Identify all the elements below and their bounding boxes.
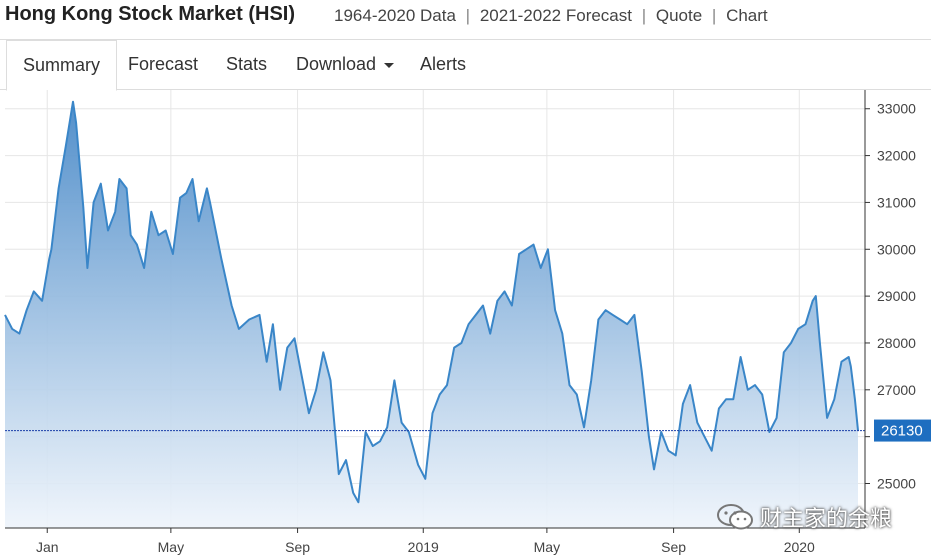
y-tick-label: 27000	[877, 382, 916, 398]
tab-label: Forecast	[128, 54, 199, 74]
link-data[interactable]: 1964-2020 Data	[334, 6, 456, 25]
tab-forecast[interactable]: Forecast	[112, 40, 214, 90]
y-tick-label: 25000	[877, 475, 916, 491]
header-links: 1964-2020 Data | 2021-2022 Forecast | Qu…	[334, 6, 768, 26]
x-tick-label: May	[534, 539, 560, 555]
current-value-badge: 26130	[874, 419, 931, 442]
tab-label: Download	[296, 54, 377, 74]
link-forecast[interactable]: 2021-2022 Forecast	[479, 6, 632, 25]
page-header: Hong Kong Stock Market (HSI) 1964-2020 D…	[0, 0, 931, 40]
separator: |	[711, 6, 717, 25]
tab-label: Stats	[226, 54, 268, 74]
x-tick-label: Jan	[36, 539, 59, 555]
separator: |	[641, 6, 647, 25]
y-tick-label: 30000	[877, 241, 916, 257]
hsi-chart: 2500026000270002800029000300003100032000…	[4, 90, 931, 555]
tab-summary[interactable]: Summary	[6, 40, 118, 91]
x-axis-ticks: Jan May Sep 2019 May Sep 2020	[36, 528, 815, 555]
y-tick-label: 32000	[877, 148, 916, 164]
watermark-text: 财主家的余粮	[760, 507, 893, 532]
link-quote[interactable]: Quote	[655, 6, 703, 25]
price-line	[4, 100, 859, 504]
watermark: 财主家的余粮	[716, 500, 892, 534]
caret-down-icon	[384, 62, 395, 68]
y-tick-label: 28000	[877, 335, 916, 351]
tab-alerts[interactable]: Alerts	[404, 40, 482, 90]
x-tick-label: May	[158, 539, 184, 555]
x-tick-label: Sep	[661, 539, 686, 555]
tab-label: Alerts	[420, 54, 467, 74]
data-points	[4, 101, 859, 503]
price-area	[5, 101, 858, 528]
x-tick-label: Sep	[285, 539, 310, 555]
separator: |	[465, 6, 471, 25]
current-value-badge-bg	[874, 419, 931, 442]
y-tick-label: 33000	[877, 101, 916, 117]
tab-stats[interactable]: Stats	[210, 40, 283, 90]
current-value-label: 26130	[881, 423, 923, 440]
tab-download[interactable]: Download	[280, 40, 410, 90]
tab-label: Summary	[23, 55, 101, 75]
page-title: Hong Kong Stock Market (HSI)	[5, 3, 296, 25]
y-tick-label: 31000	[877, 194, 916, 210]
wechat-logo-icon	[717, 504, 753, 530]
y-tick-label: 29000	[877, 288, 916, 304]
tab-bar: Summary Forecast Stats Download Alerts	[0, 40, 931, 91]
x-tick-label: 2020	[784, 539, 815, 555]
link-chart[interactable]: Chart	[726, 6, 768, 25]
x-tick-label: 2019	[408, 539, 439, 555]
